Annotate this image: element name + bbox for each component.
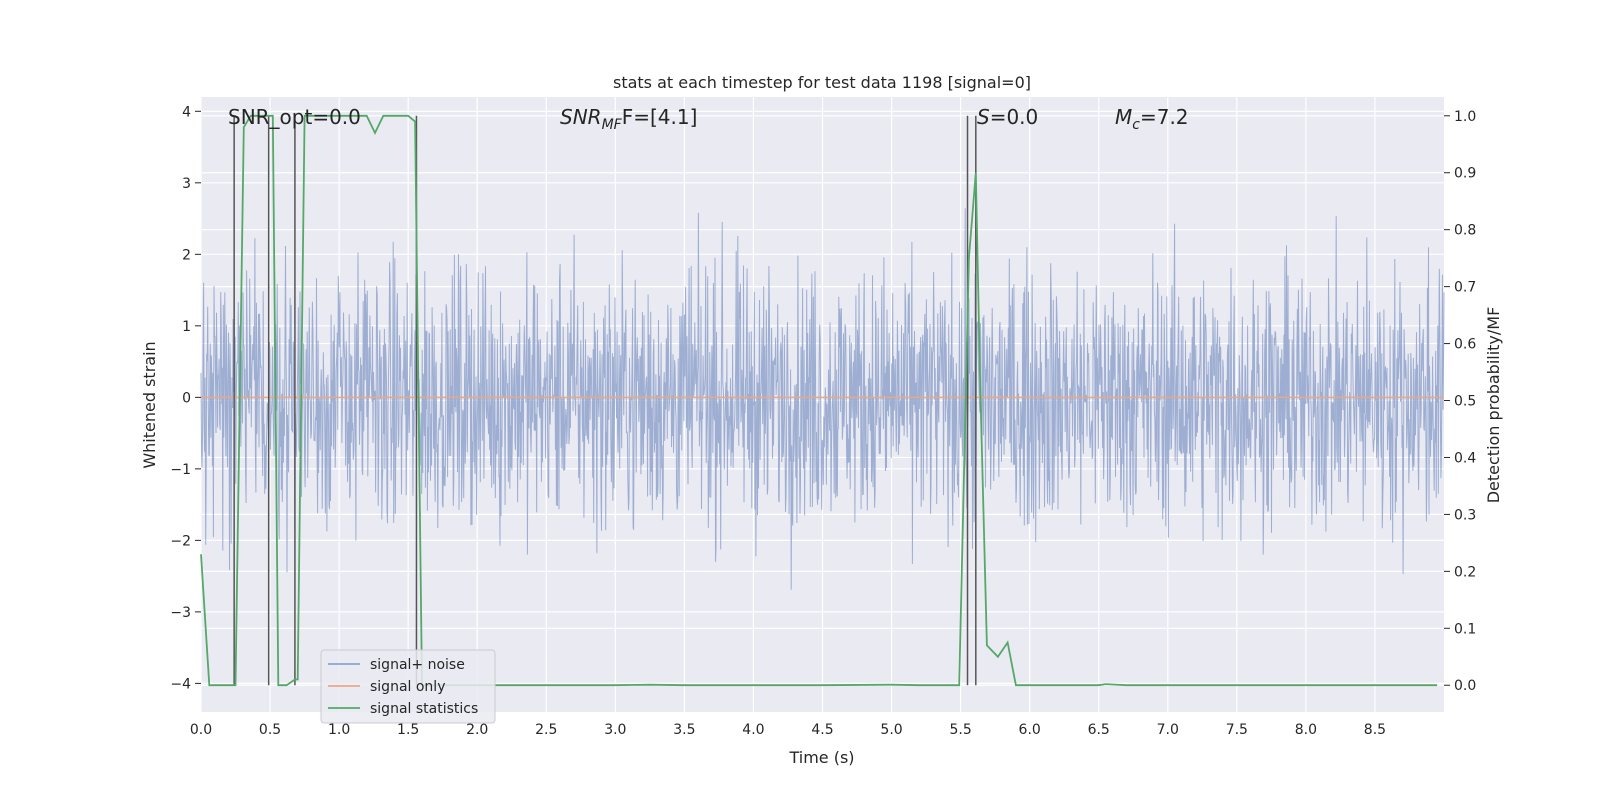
chart-title: stats at each timestep for test data 119… [613, 73, 1031, 92]
y-left-tick-label: −2 [170, 533, 191, 549]
x-tick-label: 4.0 [742, 722, 764, 738]
y-left-axis-label: Whitened strain [140, 341, 159, 468]
x-tick-label: 8.5 [1364, 722, 1386, 738]
y-right-tick-label: 0.0 [1454, 678, 1476, 694]
y-left-tick-label: −3 [170, 605, 191, 621]
x-axis-label: Time (s) [788, 748, 854, 767]
noise-trace [200, 208, 1445, 590]
x-tick-label: 4.5 [811, 722, 833, 738]
legend-box [320, 649, 496, 724]
x-tick-label: 1.5 [397, 722, 419, 738]
x-tick-label: 6.5 [1088, 722, 1110, 738]
legend-label: signal only [370, 679, 445, 695]
y-right-tick-label: 0.1 [1454, 621, 1476, 637]
signal-statistics-series [200, 114, 1438, 687]
legend: signal+ noise signal only signal statistic… [320, 649, 496, 724]
legend-label: signal statistics [370, 701, 478, 717]
annotation-mc: Mc=7.2 [1115, 105, 1189, 133]
mc-sub: c [1132, 117, 1140, 133]
x-tick-label: 0.0 [190, 722, 212, 738]
y-right-tick-labels: 0.0 0.1 0.2 0.3 0.4 0.5 0.6 0.7 0.8 0.9 1.0 [1444, 109, 1476, 694]
y-left-tick-label: 1 [182, 319, 191, 335]
x-tick-label: 7.0 [1157, 722, 1179, 738]
x-tick-label: 0.5 [259, 722, 281, 738]
s-value: =0.0 [990, 105, 1039, 129]
y-right-tick-label: 1.0 [1454, 109, 1476, 125]
x-tick-labels: 0.0 0.5 1.0 1.5 2.0 2.5 3.0 3.5 4.0 4.5 5.0 5.5 6.0 6… [190, 722, 1386, 738]
y-right-tick-label: 0.9 [1454, 166, 1476, 182]
y-left-tick-label: 2 [182, 247, 191, 263]
x-tick-label: 6.0 [1019, 722, 1041, 738]
y-right-tick-label: 0.5 [1454, 394, 1476, 410]
x-tick-label: 5.0 [880, 722, 902, 738]
y-left-tick-label: 3 [182, 176, 191, 192]
mc-value: =7.2 [1140, 105, 1189, 129]
y-left-tick-label: −4 [170, 676, 191, 692]
grid [200, 97, 1444, 712]
snr-mf-value: F=[4.1] [622, 105, 698, 129]
y-left-tick-labels: −4 −3 −2 −1 0 1 2 3 4 [170, 104, 201, 692]
y-right-tick-label: 0.3 [1454, 507, 1476, 523]
annotation-snr-mf: SNRMFF=[4.1] [560, 105, 697, 133]
x-tick-label: 3.0 [604, 722, 626, 738]
annotation-snr-opt: SNR_opt=0.0 [228, 105, 361, 129]
x-tick-label: 2.0 [466, 722, 488, 738]
y-right-tick-label: 0.2 [1454, 564, 1476, 580]
snr-mf-sub: MF [602, 117, 623, 133]
mc-base: M [1115, 105, 1132, 129]
y-right-tick-label: 0.7 [1454, 280, 1476, 296]
signal-noise-series [200, 208, 1445, 590]
y-right-tick-label: 0.8 [1454, 223, 1476, 239]
y-right-axis-label: Detection probability/MF [1484, 307, 1503, 504]
x-tick-label: 7.5 [1226, 722, 1248, 738]
x-tick-label: 2.5 [535, 722, 557, 738]
x-tick-label: 8.0 [1295, 722, 1317, 738]
y-left-tick-label: 0 [182, 390, 191, 406]
legend-label: signal+ noise [370, 657, 465, 673]
y-right-tick-label: 0.4 [1454, 450, 1476, 466]
x-tick-label: 3.5 [673, 722, 695, 738]
x-tick-label: 1.0 [328, 722, 350, 738]
y-right-tick-label: 0.6 [1454, 337, 1476, 353]
snr-mf-base: SNR [560, 105, 602, 129]
annotation-s: S=0.0 [977, 105, 1038, 129]
x-tick-label: 5.5 [949, 722, 971, 738]
y-left-tick-label: −1 [170, 462, 191, 478]
y-left-tick-label: 4 [182, 104, 191, 120]
s-name: S [977, 105, 990, 129]
